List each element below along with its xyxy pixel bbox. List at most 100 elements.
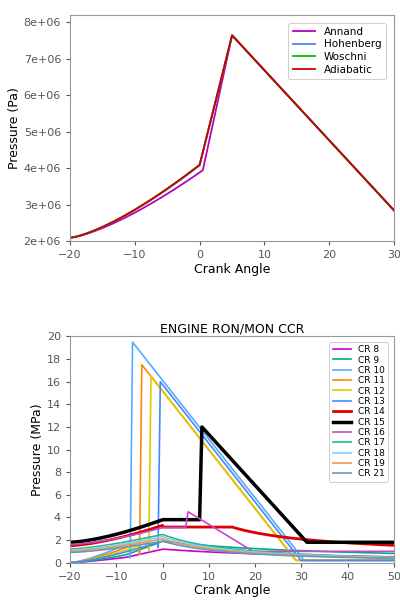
CR 14	[206, 523, 211, 531]
CR 18	[104, 543, 109, 550]
Title: ENGINE RON/MON CCR: ENGINE RON/MON CCR	[160, 322, 304, 335]
CR 8	[160, 546, 165, 553]
Annand	[68, 234, 72, 241]
CR 9	[206, 542, 211, 549]
Hohenberg	[68, 234, 72, 241]
CR 8	[104, 556, 109, 563]
Adiabatic	[225, 50, 230, 57]
CR 16	[68, 541, 72, 548]
CR 21	[160, 537, 165, 544]
CR 15	[392, 538, 396, 546]
Line: CR 9: CR 9	[70, 541, 394, 563]
CR 21	[192, 544, 197, 552]
CR 11	[350, 557, 355, 564]
CR 14	[124, 532, 128, 540]
Hohenberg	[392, 207, 396, 214]
CR 13	[206, 439, 211, 446]
Annand	[392, 207, 396, 214]
Line: CR 13: CR 13	[70, 382, 394, 563]
CR 10	[206, 435, 211, 442]
Hohenberg	[230, 31, 234, 39]
CR 19	[392, 554, 396, 561]
CR 12	[385, 557, 390, 564]
CR 19	[160, 535, 165, 543]
CR 17	[160, 531, 165, 538]
Annand	[323, 132, 328, 140]
CR 11	[192, 428, 197, 435]
X-axis label: Crank Angle: Crank Angle	[194, 584, 270, 598]
Adiabatic	[216, 83, 221, 91]
CR 16	[192, 512, 197, 519]
Woschni	[216, 84, 221, 91]
Woschni	[68, 234, 72, 241]
CR 8	[68, 559, 72, 566]
CR 12	[392, 557, 396, 564]
CR 18	[124, 540, 128, 547]
CR 8	[206, 548, 211, 555]
CR 15	[206, 430, 211, 437]
CR 12	[104, 552, 109, 559]
CR 14	[392, 541, 396, 549]
CR 16	[206, 520, 211, 528]
Y-axis label: Pressure (Pa): Pressure (Pa)	[8, 87, 21, 169]
Line: CR 14: CR 14	[70, 525, 394, 546]
CR 16	[186, 508, 190, 515]
Line: CR 16: CR 16	[70, 512, 394, 551]
Woschni	[382, 197, 387, 204]
CR 19	[385, 554, 390, 561]
CR 9	[350, 549, 355, 556]
CR 16	[250, 548, 255, 555]
Line: CR 18: CR 18	[70, 537, 394, 558]
CR 17	[68, 546, 72, 553]
CR 18	[350, 553, 355, 560]
CR 11	[392, 557, 396, 564]
CR 15	[200, 424, 204, 431]
CR 15	[104, 533, 109, 540]
CR 21	[124, 543, 128, 551]
CR 12	[350, 557, 355, 564]
Annand	[382, 197, 387, 204]
CR 18	[160, 533, 165, 540]
CR 11	[206, 446, 211, 453]
CR 19	[192, 543, 197, 550]
CR 9	[104, 555, 109, 562]
CR 8	[192, 548, 197, 555]
CR 14	[385, 541, 390, 549]
Hohenberg	[382, 197, 387, 204]
CR 10	[350, 557, 355, 564]
CR 19	[124, 541, 128, 549]
CR 10	[192, 417, 197, 424]
Woschni	[323, 132, 328, 140]
CR 12	[192, 428, 197, 435]
CR 15	[192, 516, 197, 523]
CR 12	[68, 559, 72, 566]
CR 19	[350, 554, 355, 561]
Woschni	[230, 31, 234, 39]
CR 8	[385, 553, 390, 560]
CR 10	[385, 557, 390, 564]
CR 21	[104, 546, 109, 553]
CR 19	[68, 548, 72, 555]
CR 11	[124, 544, 128, 551]
CR 16	[392, 548, 396, 555]
CR 14	[104, 537, 109, 544]
Annand	[216, 92, 221, 99]
CR 15	[386, 538, 390, 546]
CR 9	[192, 541, 197, 548]
Line: Hohenberg: Hohenberg	[70, 35, 394, 238]
CR 14	[68, 542, 72, 549]
CR 13	[124, 548, 128, 555]
CR 13	[392, 557, 396, 564]
CR 17	[206, 542, 211, 549]
CR 12	[206, 445, 211, 453]
CR 21	[68, 549, 72, 556]
CR 10	[392, 557, 396, 564]
Line: CR 11: CR 11	[70, 365, 394, 563]
CR 8	[124, 554, 128, 561]
CR 13	[350, 557, 355, 564]
CR 18	[192, 541, 197, 549]
Annand	[84, 231, 89, 238]
CR 9	[392, 550, 396, 557]
Line: CR 12: CR 12	[70, 376, 394, 563]
CR 18	[206, 544, 211, 551]
